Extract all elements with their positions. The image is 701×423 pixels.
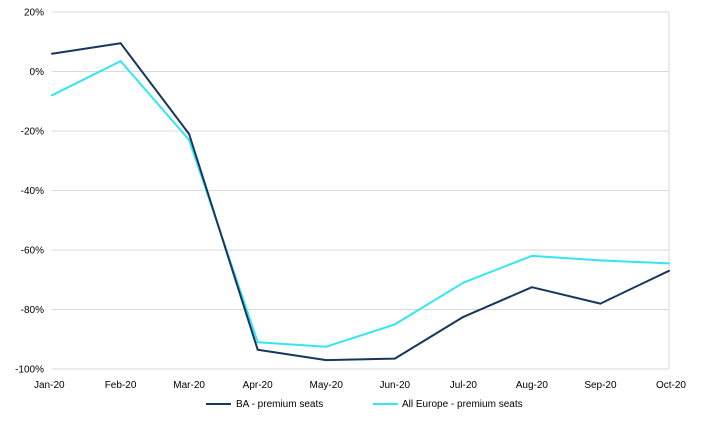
- data-point: [530, 254, 533, 257]
- x-tick-label: Apr-20: [243, 380, 273, 391]
- gridlines: [52, 11, 670, 370]
- series-line: [51, 42, 670, 362]
- data-point: [119, 42, 122, 45]
- x-tick-label: Mar-20: [173, 380, 205, 391]
- x-axis-tick-labels: Jan-20 Feb-20 Mar-20 Apr-20 May-20 Jun-20 Jul-…: [34, 380, 686, 391]
- series-lines: [51, 42, 670, 362]
- data-point: [668, 262, 670, 265]
- y-tick-label: -80%: [21, 305, 44, 316]
- legend: BA - premium seats All Europe - premium s…: [206, 399, 523, 410]
- data-point: [393, 323, 396, 326]
- y-tick-label: -100%: [15, 365, 44, 376]
- legend-label: BA - premium seats: [236, 399, 323, 410]
- data-point: [462, 315, 465, 318]
- data-point: [599, 259, 602, 262]
- data-point: [325, 345, 328, 348]
- y-tick-label: -40%: [21, 186, 44, 197]
- data-point: [256, 348, 259, 351]
- x-tick-label: Jul-20: [450, 380, 478, 391]
- data-point: [462, 281, 465, 284]
- y-tick-label: -20%: [21, 127, 44, 138]
- data-point: [51, 52, 53, 55]
- data-point: [393, 357, 396, 360]
- y-axis-tick-labels: 20% 0% -20% -40% -60% -80% -100%: [15, 8, 44, 376]
- x-tick-label: Feb-20: [105, 380, 137, 391]
- x-tick-label: Sep-20: [584, 380, 617, 391]
- y-tick-label: -60%: [21, 246, 44, 257]
- y-tick-label: 20%: [24, 8, 44, 19]
- data-point: [119, 60, 122, 63]
- y-tick-label: 0%: [30, 67, 45, 78]
- x-tick-label: Aug-20: [516, 380, 549, 391]
- data-point: [188, 138, 191, 141]
- x-tick-label: Jan-20: [34, 380, 65, 391]
- data-point: [599, 302, 602, 305]
- data-point: [530, 286, 533, 289]
- data-point: [256, 341, 259, 344]
- data-point: [188, 132, 191, 135]
- data-point: [668, 269, 670, 272]
- x-tick-label: Oct-20: [656, 380, 686, 391]
- series-line: [51, 60, 670, 348]
- data-point: [51, 94, 53, 97]
- legend-label: All Europe - premium seats: [402, 399, 523, 410]
- x-tick-label: May-20: [310, 380, 344, 391]
- data-point: [325, 359, 328, 362]
- x-tick-label: Jun-20: [379, 380, 410, 391]
